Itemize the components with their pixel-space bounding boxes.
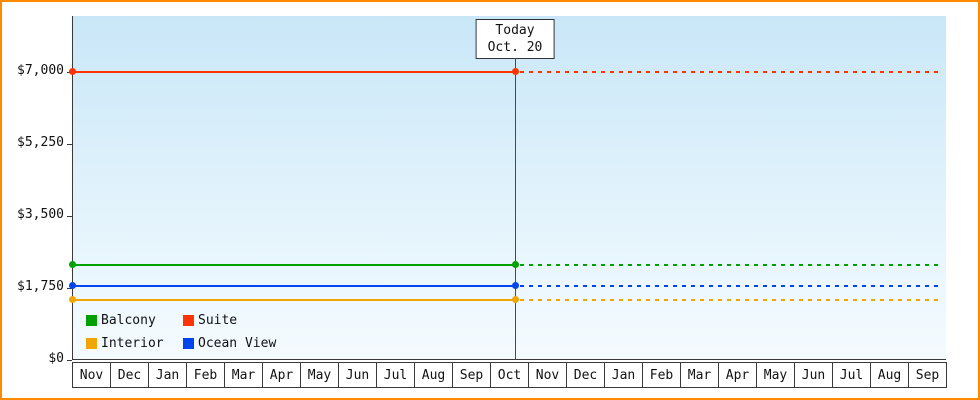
legend-label: Interior [101, 336, 164, 351]
y-axis-tick-mark [67, 360, 72, 361]
legend-label: Balcony [101, 313, 156, 328]
y-axis-tick-label: $7,000 [17, 63, 64, 78]
legend: Balcony Suite Interior Ocean View [86, 313, 276, 351]
month-cell: Aug [414, 362, 453, 388]
y-axis-tick-label: $5,250 [17, 135, 64, 150]
plot-background [72, 16, 946, 360]
month-cell: May [300, 362, 339, 388]
y-axis-tick-label: $3,500 [17, 207, 64, 222]
price-line-solid [72, 299, 515, 301]
today-line [515, 59, 516, 360]
month-cell: Mar [224, 362, 263, 388]
legend-swatch-icon [86, 338, 97, 349]
price-line-dotted [520, 285, 938, 287]
month-cell: Jun [794, 362, 833, 388]
price-line-dotted [520, 264, 938, 266]
month-cell: Jun [338, 362, 377, 388]
price-marker-today [512, 282, 519, 289]
price-marker-today [512, 68, 519, 75]
legend-swatch-icon [183, 338, 194, 349]
legend-item: Balcony [86, 313, 183, 328]
y-axis-tick-label: $0 [48, 351, 64, 366]
y-axis-tick-mark [67, 216, 72, 217]
month-cell: May [756, 362, 795, 388]
month-cell: Sep [452, 362, 491, 388]
today-annotation: Today Oct. 20 [475, 19, 555, 59]
month-cell: Jan [604, 362, 643, 388]
month-cell: Nov [528, 362, 567, 388]
y-axis-tick-label: $1,750 [17, 279, 64, 294]
month-cell: Sep [908, 362, 947, 388]
price-line-dotted [520, 71, 938, 73]
month-cell: Jul [376, 362, 415, 388]
price-marker-start [69, 282, 76, 289]
today-label: Today [495, 23, 535, 38]
price-marker-start [69, 261, 76, 268]
month-cell: Dec [110, 362, 149, 388]
month-cell: Jul [832, 362, 871, 388]
price-line-solid [72, 285, 515, 287]
price-line-solid [72, 264, 515, 266]
legend-item: Ocean View [183, 336, 276, 351]
legend-label: Suite [198, 313, 238, 328]
price-marker-start [69, 68, 76, 75]
month-cell: Feb [642, 362, 681, 388]
month-cell: Apr [262, 362, 301, 388]
price-line-dotted [520, 299, 938, 301]
month-cell: Apr [718, 362, 757, 388]
month-cell: Feb [186, 362, 225, 388]
today-date: Oct. 20 [487, 40, 543, 55]
legend-swatch-icon [183, 315, 194, 326]
month-cell: Oct [490, 362, 529, 388]
month-cell: Jan [148, 362, 187, 388]
legend-swatch-icon [86, 315, 97, 326]
legend-item: Interior [86, 336, 183, 351]
month-cell: Aug [870, 362, 909, 388]
legend-label: Ocean View [198, 336, 277, 351]
y-axis-tick-mark [67, 144, 72, 145]
price-marker-today [512, 296, 519, 303]
price-marker-start [69, 296, 76, 303]
month-cell: Mar [680, 362, 719, 388]
month-cell: Dec [566, 362, 605, 388]
price-marker-today [512, 261, 519, 268]
y-axis-tick-mark [67, 288, 72, 289]
price-line-solid [72, 71, 515, 73]
month-cell: Nov [72, 362, 111, 388]
legend-item: Suite [183, 313, 276, 328]
